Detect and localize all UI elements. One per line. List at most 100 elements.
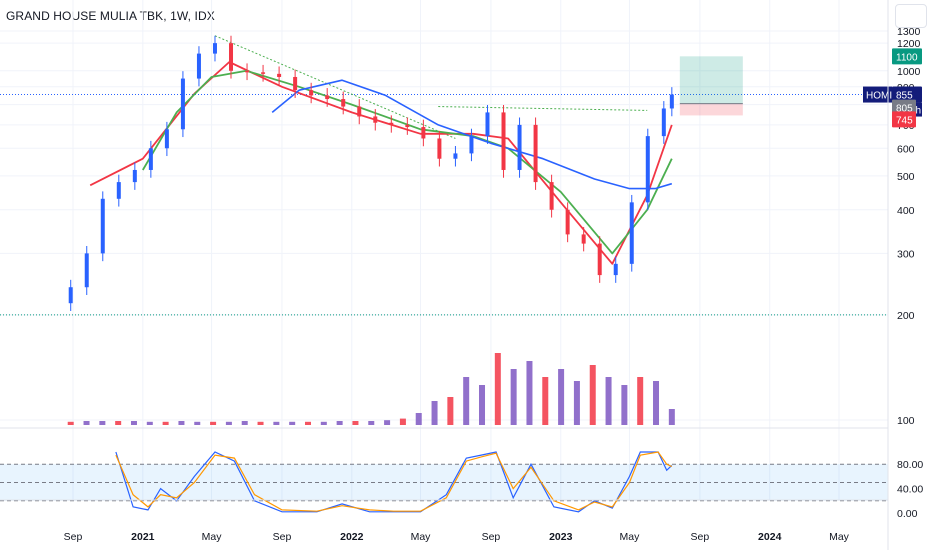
volume-bar xyxy=(99,421,106,425)
volume-bar xyxy=(146,421,153,425)
candle-body xyxy=(669,94,674,109)
volume-bar xyxy=(621,385,628,425)
time-tick-label: 2023 xyxy=(549,531,573,543)
candle-body xyxy=(437,138,442,159)
volume-bar xyxy=(399,418,406,425)
trendlines[interactable] xyxy=(214,35,648,139)
time-tick-label: May xyxy=(620,531,641,543)
chart-title: GRAND HOUSE MULIA TBK, 1W, IDX xyxy=(6,9,215,23)
stochastic-tick-label: 80.00 xyxy=(897,459,923,471)
trendline xyxy=(214,35,456,139)
target-price-badge: 1100 xyxy=(896,52,918,63)
volume-bar xyxy=(542,377,549,425)
price-tick-label: 1200 xyxy=(897,38,921,50)
candle-body xyxy=(597,243,602,276)
time-tick-label: Sep xyxy=(691,531,710,543)
moving-average-line xyxy=(89,61,673,265)
candle-body xyxy=(485,112,490,137)
volume-bar xyxy=(257,421,264,425)
price-tick-label: 1300 xyxy=(897,26,921,38)
time-tick-label: Sep xyxy=(482,531,501,543)
candle-body xyxy=(373,116,378,123)
volume-bar xyxy=(241,421,248,425)
stochastic-panel xyxy=(0,451,888,513)
volume-bar xyxy=(431,401,438,425)
price-levels xyxy=(0,94,888,316)
candle-body xyxy=(405,124,410,128)
candle-body xyxy=(517,124,522,170)
volume-bar xyxy=(653,381,660,425)
grid xyxy=(0,0,888,500)
candle-body xyxy=(453,153,458,159)
volume-bar xyxy=(115,421,122,425)
volume-bar xyxy=(210,421,217,425)
candle-body xyxy=(148,148,153,170)
candle-body xyxy=(100,198,105,254)
candle-body xyxy=(229,43,234,71)
volume-bar xyxy=(162,421,169,425)
volume-bar xyxy=(336,421,343,425)
candle-body xyxy=(469,136,474,154)
long-position-tool[interactable] xyxy=(679,56,743,116)
price-tick-label: 300 xyxy=(897,248,915,260)
volume-bar xyxy=(320,421,327,425)
candle-body xyxy=(357,106,362,117)
symbol-badge-bg xyxy=(863,86,892,103)
candle-body xyxy=(180,78,185,130)
candle-body xyxy=(341,99,346,107)
chart-settings-button[interactable] xyxy=(895,4,927,28)
candle-body xyxy=(629,202,634,264)
candle-body xyxy=(565,209,570,235)
entry-price-badge: 805 xyxy=(896,104,913,115)
time-tick-label: Sep xyxy=(64,531,83,543)
volume-bar xyxy=(605,377,612,425)
stop-price-badge-bg xyxy=(892,111,916,128)
candle-body xyxy=(613,263,618,276)
volume-bars xyxy=(67,353,675,425)
stochastic-line xyxy=(115,451,673,512)
candle-body xyxy=(116,182,121,199)
last-price-badge-bg xyxy=(892,86,922,103)
volume-bar xyxy=(194,421,201,425)
volume-bar xyxy=(589,365,596,425)
price-tick-label: 200 xyxy=(897,310,915,322)
price-tick-label: 100 xyxy=(897,415,915,427)
time-tick-label: 2021 xyxy=(131,531,155,543)
candle-body xyxy=(84,253,89,288)
candle-body xyxy=(261,72,266,74)
candle-body xyxy=(293,76,298,91)
volume-bar xyxy=(510,369,517,425)
volume-bar xyxy=(637,377,644,425)
candle-body xyxy=(277,73,282,77)
target-price-badge-bg xyxy=(892,48,922,65)
time-tick-label: May xyxy=(829,531,850,543)
time-tick-label: Sep xyxy=(273,531,292,543)
volume-bar xyxy=(384,420,391,425)
volume-bar xyxy=(463,377,470,425)
stop-price-badge: 745 xyxy=(896,115,913,126)
candle-body xyxy=(325,95,330,100)
time-tick-label: May xyxy=(202,531,223,543)
last-price-badge: 855 xyxy=(896,91,913,102)
volume-bar xyxy=(178,421,185,425)
candle-body xyxy=(645,136,650,203)
candle-body xyxy=(132,169,137,183)
volume-bar xyxy=(573,381,580,425)
price-tick-label: 500 xyxy=(897,171,915,183)
volume-bar xyxy=(368,421,375,425)
time-axis[interactable]: Sep 2021 May Sep 2022 May Sep 2023 May Sep 2024 May xyxy=(64,531,850,543)
candle-body xyxy=(309,90,314,96)
candle-body xyxy=(68,287,73,304)
volume-bar xyxy=(415,413,422,425)
volume-bar xyxy=(83,421,90,425)
stochastic-tick-label: 0.00 xyxy=(897,508,918,520)
volume-bar xyxy=(558,369,565,425)
symbol-badge: HOMI xyxy=(866,91,892,102)
volume-bar xyxy=(67,421,74,425)
candle-body xyxy=(245,70,250,73)
candle-body xyxy=(212,43,217,54)
trendline xyxy=(438,106,648,111)
stochastic-tick-label: 40.00 xyxy=(897,484,923,496)
time-tick-label: 2024 xyxy=(758,531,782,543)
